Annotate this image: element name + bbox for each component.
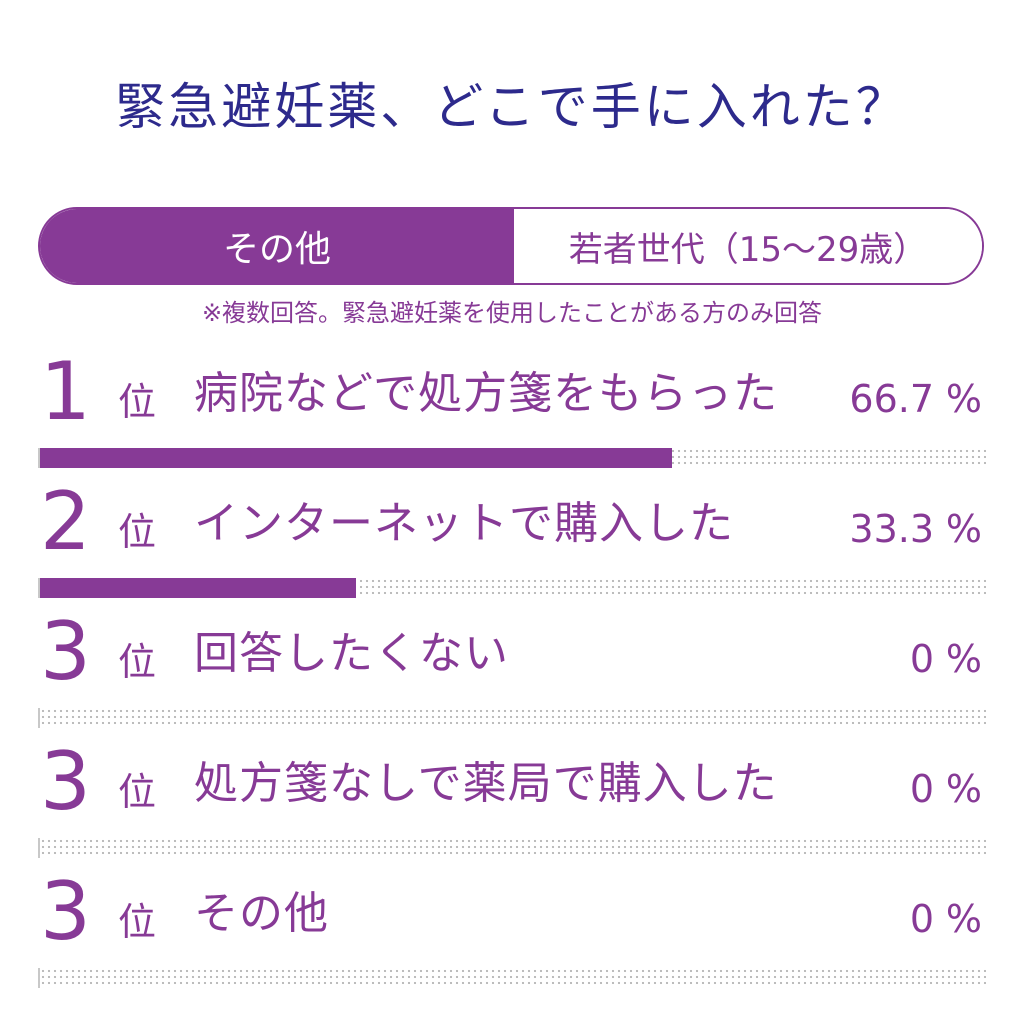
rank-number: 3 — [40, 605, 91, 698]
rank-row: 3 位その他 0% — [38, 872, 986, 992]
rank-row: 1 位病院などで処方箋をもらった 66.7% — [38, 352, 986, 472]
rank-number: 3 — [40, 865, 91, 958]
percent-unit: % — [945, 897, 982, 941]
percent-unit: % — [945, 507, 982, 551]
bar-track — [38, 448, 986, 468]
rank-row: 2 位インターネットで購入した 33.3% — [38, 482, 986, 602]
footnote: ※複数回答。緊急避妊薬を使用したことがある方のみ回答 — [201, 299, 823, 327]
percent-unit: % — [945, 637, 982, 681]
rank-suffix: 位 — [118, 770, 157, 814]
bar — [40, 578, 356, 598]
bar-track — [38, 578, 986, 598]
value-label: 0 — [909, 897, 934, 941]
bar — [40, 448, 672, 468]
bar-track — [38, 838, 986, 858]
category-label: 病院などで処方箋をもらった — [194, 368, 779, 419]
rank-suffix: 位 — [118, 640, 157, 684]
rank-number: 1 — [40, 345, 91, 438]
percent-unit: % — [945, 377, 982, 421]
category-label: その他 — [194, 888, 329, 939]
rank-suffix: 位 — [118, 510, 157, 554]
rank-number: 3 — [40, 735, 91, 828]
percent-unit: % — [945, 767, 982, 811]
bar-track — [38, 968, 986, 988]
value-label: 0 — [909, 637, 934, 681]
value-label: 33.3 — [849, 507, 934, 551]
category-label: 処方箋なしで薬局で購入した — [194, 758, 778, 809]
rank-suffix: 位 — [118, 380, 157, 424]
segment-tabs: その他 若者世代（15〜29歳） — [38, 207, 984, 285]
page-title: 緊急避妊薬、どこで手に入れた？ — [115, 78, 909, 136]
value-label: 0 — [909, 767, 934, 811]
tab-young-generation[interactable]: 若者世代（15〜29歳） — [514, 209, 982, 283]
tab-other[interactable]: その他 — [40, 209, 514, 283]
value-label: 66.7 — [849, 377, 934, 421]
category-label: 回答したくない — [194, 628, 509, 679]
rank-suffix: 位 — [118, 900, 157, 944]
rank-row: 3 位処方箋なしで薬局で購入した 0% — [38, 742, 986, 862]
rank-row: 3 位回答したくない 0% — [38, 612, 986, 732]
bar-track — [38, 708, 986, 728]
category-label: インターネットで購入した — [194, 498, 734, 549]
rank-number: 2 — [40, 475, 91, 568]
